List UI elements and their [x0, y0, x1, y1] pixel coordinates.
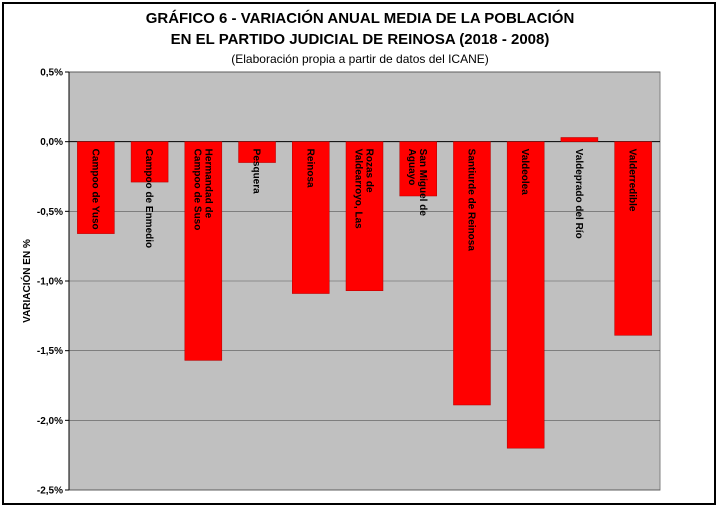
bar	[238, 141, 276, 163]
category-label: Campoo de Yuso	[89, 149, 100, 230]
chart-title: GRÁFICO 6 - VARIACIÓN ANUAL MEDIA DE LA …	[145, 10, 575, 27]
category-label: Hermandad deCampoo de Suso	[191, 149, 213, 231]
bars	[77, 137, 652, 449]
y-tick-label: -0,5%	[37, 207, 63, 218]
y-tick-label: -2,0%	[37, 416, 63, 427]
category-label: Campoo de Enmedio	[143, 149, 154, 248]
bar	[77, 141, 115, 234]
category-label: Valderredible	[627, 149, 638, 212]
category-label: Pesquera	[251, 149, 262, 194]
bar	[560, 137, 599, 142]
bar	[399, 141, 437, 197]
bar	[130, 141, 169, 183]
y-axis-label: VARIACIÓN EN %	[20, 239, 33, 323]
bar	[184, 141, 223, 361]
bar	[453, 141, 491, 406]
chart-title-line2: EN EL PARTIDO JUDICIAL DE REINOSA (2018 …	[170, 31, 550, 48]
bar	[614, 141, 652, 336]
y-tick-label: -2,5%	[37, 486, 63, 497]
category-label: San Miguel deAguayo	[406, 149, 428, 217]
category-label: Reinosa	[304, 149, 315, 188]
y-tick-label: -1,5%	[37, 346, 63, 357]
category-label: Valdeolea	[519, 149, 530, 196]
category-label: Rozas deValdearroyo, Las	[353, 149, 375, 229]
bar	[506, 141, 545, 449]
category-label: Valdeprado del Río	[573, 149, 584, 239]
y-axis-ticks: 0,5% 0,0% -0,5% -1,0% -1,5% -2,0% -2,5%	[37, 68, 70, 497]
bar	[345, 141, 384, 292]
category-labels: Campoo de Yuso Campoo de Enmedio Hermandad…	[89, 149, 637, 252]
bar	[292, 141, 330, 294]
y-tick-label: -1,0%	[37, 277, 63, 288]
category-label: Santiurde de Reinosa	[465, 149, 476, 252]
chart-subtitle: (Elaboración propia a partir de datos de…	[231, 52, 489, 66]
y-tick-label: 0,5%	[40, 68, 63, 79]
y-tick-label: 0,0%	[40, 137, 63, 148]
